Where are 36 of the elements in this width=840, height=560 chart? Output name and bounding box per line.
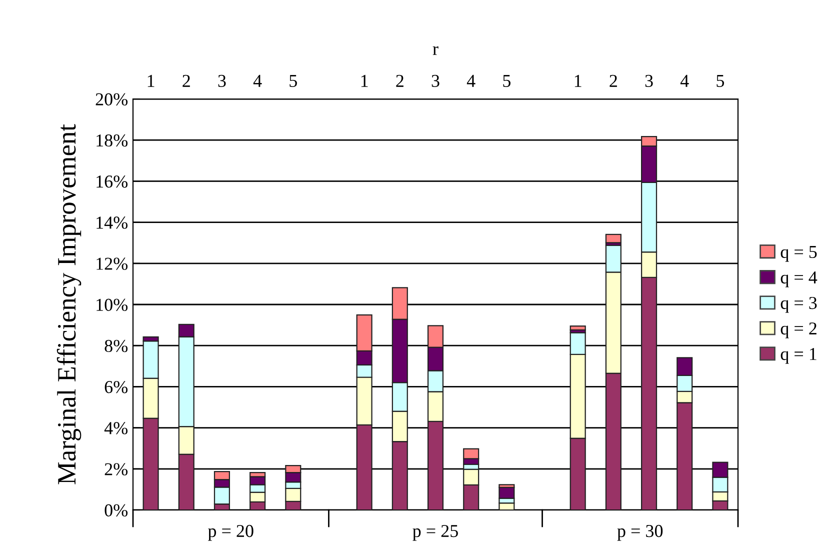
x-tick-label: 4 — [253, 74, 262, 87]
x-tick-label: 5 — [503, 75, 510, 87]
x-tick-label: 3 — [645, 74, 653, 87]
x-tick-label: 4 — [680, 74, 689, 87]
x-tick-label: 5 — [290, 75, 297, 87]
x-tick-label: 4 — [466, 74, 476, 87]
legend-label: q = 4 — [780, 272, 818, 288]
y-tick-label: 0% — [104, 504, 128, 516]
text: p = 25 — [412, 524, 458, 541]
y-tick-label: 16% — [96, 175, 128, 188]
y-tick-label: 10% — [96, 298, 128, 311]
x-tick-label: 1 — [361, 74, 368, 87]
x-tick-label: 2 — [182, 74, 190, 87]
x-tick-label: 3 — [218, 74, 226, 87]
legend-label: q = 1 — [780, 348, 816, 364]
y-axis-title: Marginal Efficiency Improvement — [56, 124, 82, 484]
x-axis-title: r — [432, 46, 438, 55]
x-tick-label: 2 — [610, 74, 617, 87]
legend-label: q = 2 — [780, 322, 816, 338]
y-tick-label: 14% — [96, 216, 128, 229]
y-tick-label: 2% — [104, 463, 128, 476]
x-tick-label: 3 — [432, 74, 440, 87]
x-tick-label: 1 — [574, 74, 582, 87]
y-tick-label: 4% — [104, 422, 128, 434]
y-tick-label: 20% — [96, 93, 128, 106]
text: p = 30 — [617, 524, 663, 541]
text: p = 20 — [208, 524, 254, 541]
x-tick-label: 5 — [716, 75, 724, 87]
y-tick-label: 18% — [96, 134, 128, 147]
y-tick-label: 6% — [104, 380, 128, 394]
y-tick-label: 8% — [104, 340, 128, 352]
legend-label: q = 5 — [780, 246, 817, 262]
y-tick-label: 12% — [96, 258, 128, 270]
legend-label: q = 3 — [780, 296, 817, 313]
x-tick-label: 2 — [396, 74, 404, 87]
x-tick-label: 1 — [148, 74, 154, 87]
